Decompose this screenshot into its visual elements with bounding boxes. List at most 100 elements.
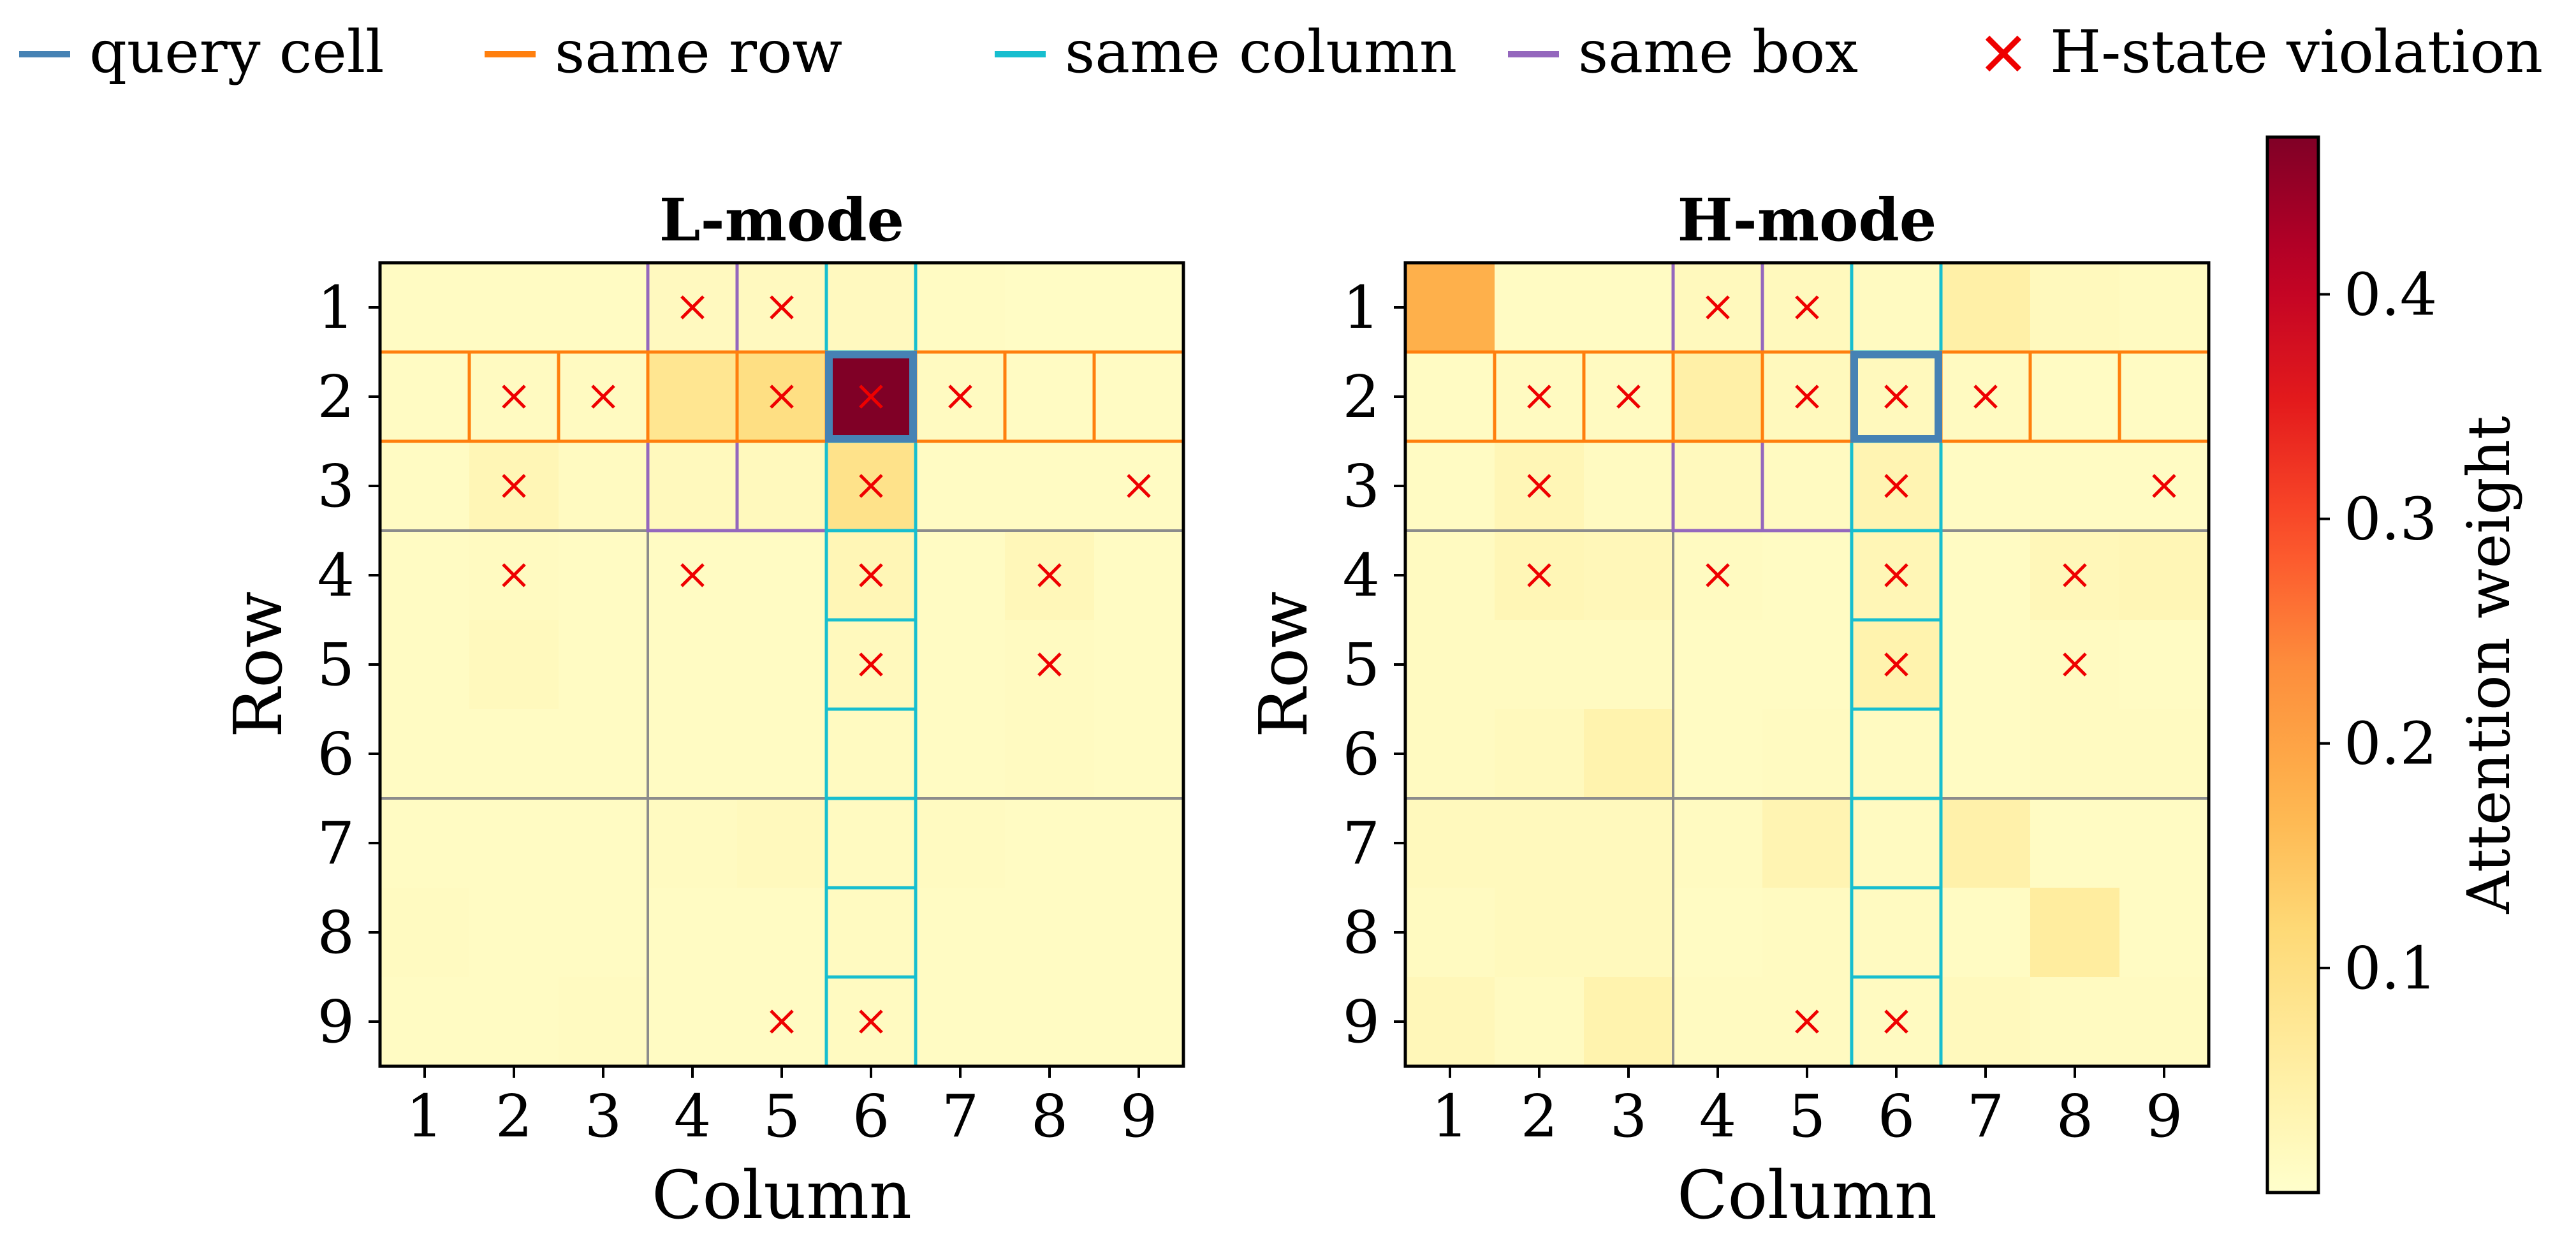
x-tick-label: 7 (1967, 1082, 2005, 1150)
heatmap-cell (1673, 977, 1763, 1067)
x-tick-label: 8 (1031, 1082, 1069, 1150)
heatmap-cell (916, 888, 1006, 978)
heatmap-cell (1673, 709, 1763, 799)
violation-marker (1795, 295, 1819, 319)
violation-marker (1884, 1010, 1908, 1034)
heatmap-cell (1495, 888, 1584, 978)
heatmap-cell (1005, 352, 1095, 442)
y-tick-label: 1 (1342, 274, 1380, 342)
heatmap-cell (1584, 620, 1674, 710)
heatmap-cell (1094, 977, 1184, 1067)
x-tick-label: 1 (406, 1082, 444, 1150)
heatmap-cell (1852, 798, 1942, 888)
heatmap-cell (1941, 531, 2031, 620)
violation-marker (1527, 474, 1551, 498)
violation-marker (2063, 563, 2087, 587)
y-tick-label: 5 (317, 631, 355, 699)
heatmap-cell (916, 798, 1006, 888)
heatmap-cell (380, 977, 470, 1067)
violation-marker (591, 385, 615, 409)
x-tick-label: 8 (2056, 1082, 2094, 1150)
heatmap-cell (1495, 977, 1584, 1067)
heatmap-cell (2030, 352, 2120, 442)
x-tick-label: 5 (763, 1082, 801, 1150)
legend-label: H-state violation (2050, 18, 2543, 86)
query-cell-outline (825, 351, 917, 443)
heatmap-cell (1005, 709, 1095, 799)
heatmap-cell (648, 352, 738, 442)
heatmap-cell (559, 709, 648, 799)
heatmap-cell (469, 977, 559, 1067)
heatmap-cell (2119, 531, 2209, 620)
heatmap-cell (1094, 709, 1184, 799)
y-tick-label: 4 (1342, 541, 1380, 610)
heatmap-cell (1941, 620, 2031, 710)
heatmap-cell (2119, 352, 2209, 442)
violation-marker (859, 1010, 883, 1034)
heatmap-cell (1673, 888, 1763, 978)
violation-marker (1795, 1010, 1819, 1034)
panel-title: L-mode (659, 186, 904, 254)
heatmap-cell (826, 263, 916, 353)
y-tick-label: 5 (1342, 631, 1380, 699)
heatmap-cell (826, 888, 916, 978)
violation-marker (859, 474, 883, 498)
heatmap-cell (1762, 531, 1852, 620)
heatmap-cell (1005, 888, 1095, 978)
violation-marker (1037, 652, 1062, 677)
y-tick-label: 1 (317, 274, 355, 342)
heatmap-cell (648, 620, 738, 710)
heatmap-cell (1852, 709, 1942, 799)
heatmap-cell (2030, 798, 2120, 888)
heatmap-cell (916, 531, 1006, 620)
heatmap-cell (1762, 620, 1852, 710)
heatmap-cell (1405, 977, 1495, 1067)
heatmap-cell (380, 441, 470, 531)
heatmap-cell (1762, 709, 1852, 799)
colorbar: 0.1 0.2 0.3 0.4 Attention weight (2265, 135, 2523, 1194)
heatmap-cell (380, 798, 470, 888)
heatmap-cell (2119, 620, 2209, 710)
legend-item-col: same column (995, 18, 1457, 86)
violation-marker (1884, 652, 1908, 677)
legend-item-row: same row (485, 18, 842, 86)
legend-item-query: query cell (19, 18, 384, 86)
heatmap-cell (559, 531, 648, 620)
heatmap-cell (559, 620, 648, 710)
heatmap-cell (1762, 798, 1852, 888)
legend-item-box: same box (1508, 18, 1858, 86)
heatmap-cell (648, 888, 738, 978)
heatmap-cell (1941, 709, 2031, 799)
y-tick-label: 7 (1342, 809, 1380, 878)
heatmap-cell (469, 620, 559, 710)
panel-title: H-mode (1678, 186, 1937, 254)
legend-label: same box (1578, 18, 1858, 86)
violation-marker (1127, 474, 1151, 498)
heatmap-cell (1094, 531, 1184, 620)
violation-marker (680, 295, 705, 319)
x-tick-label: 9 (1120, 1082, 1158, 1150)
heatmap-cell (469, 709, 559, 799)
heatmap-cell (1495, 620, 1584, 710)
heatmap-cell (1495, 709, 1584, 799)
heatmap-cell (1673, 352, 1763, 442)
colorbar-frame (2265, 135, 2320, 1194)
violation-marker (948, 385, 972, 409)
heatmap-cell (380, 531, 470, 620)
violation-marker (502, 563, 526, 587)
heatmap-cell (648, 798, 738, 888)
heatmap-cell (1094, 888, 1184, 978)
heatmap-cell (826, 798, 916, 888)
violation-marker (1706, 295, 1730, 319)
y-tick-label: 3 (1342, 452, 1380, 520)
heatmap-cell (559, 888, 648, 978)
heatmap-cell (1405, 709, 1495, 799)
heatmap-cell (1584, 888, 1674, 978)
violation-marker (1884, 474, 1908, 498)
heatmap-cell (380, 352, 470, 442)
heatmap-cell (737, 888, 827, 978)
x-axis-label: Column (652, 1156, 912, 1234)
